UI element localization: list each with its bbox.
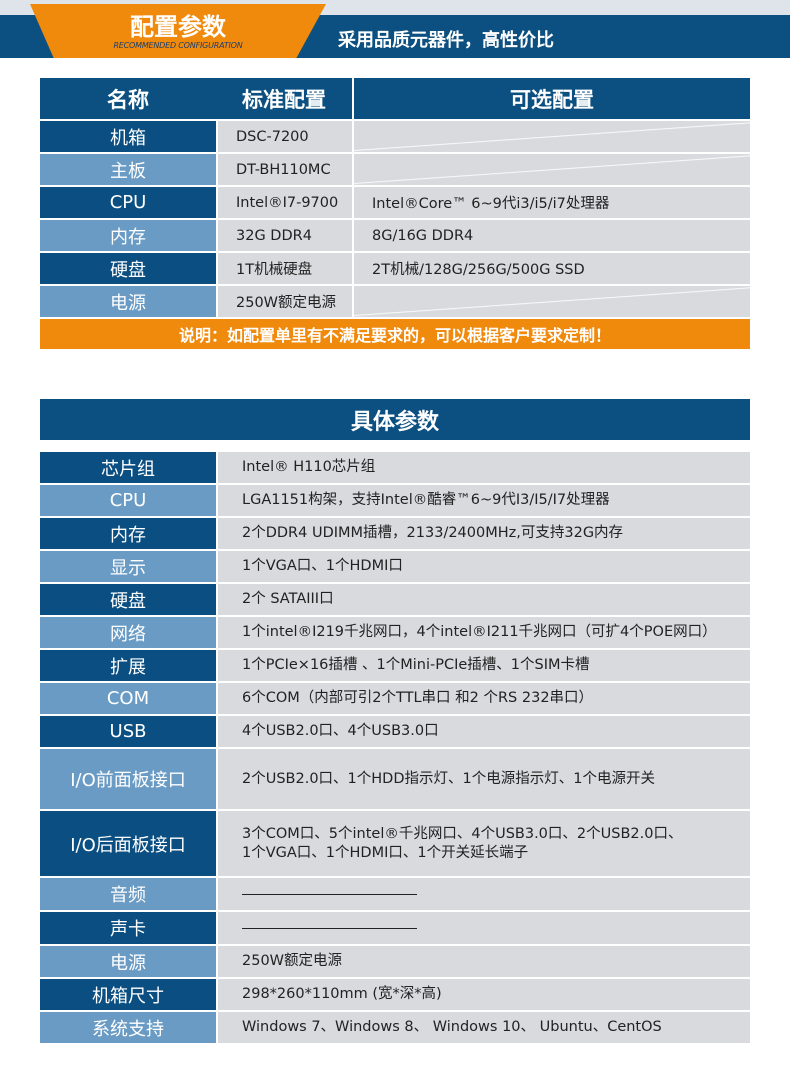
config-row: 机箱 DSC-7200 bbox=[40, 119, 750, 152]
header-optional: 可选配置 bbox=[352, 78, 750, 119]
spec-value bbox=[216, 878, 750, 910]
spec-row: COM 6个COM（内部可引2个TTL串口 和2 个RS 232串口） bbox=[40, 681, 750, 714]
spec-name: 机箱尺寸 bbox=[40, 979, 216, 1010]
spec-value: 2个DDR4 UDIMM插槽，2133/2400MHz,可支持32G内存 bbox=[216, 518, 750, 549]
row-optional: Intel®Core™ 6~9代i3/i5/i7处理器 bbox=[352, 187, 750, 218]
spec-row: 系统支持 Windows 7、Windows 8、 Windows 10、 Ubu… bbox=[40, 1010, 750, 1043]
spec-value: Intel® H110芯片组 bbox=[216, 452, 750, 483]
spec-name: 硬盘 bbox=[40, 584, 216, 615]
row-optional bbox=[352, 286, 750, 317]
spec-row: I/O前面板接口 2个USB2.0口、1个HDD指示灯、1个电源指示灯、1个电源开… bbox=[40, 747, 750, 809]
spec-name: 音频 bbox=[40, 878, 216, 910]
spec-row: 网络 1个intel®I219千兆网口，4个intel®I211千兆网口（可扩4个… bbox=[40, 615, 750, 648]
row-name: 主板 bbox=[40, 154, 216, 185]
header-standard: 标准配置 bbox=[242, 87, 326, 112]
row-standard: 1T机械硬盘 bbox=[216, 253, 352, 284]
spec-row: USB 4个USB2.0口、4个USB3.0口 bbox=[40, 714, 750, 747]
spec-value: 4个USB2.0口、4个USB3.0口 bbox=[216, 716, 750, 747]
config-row: 电源 250W额定电源 bbox=[40, 284, 750, 317]
row-name: CPU bbox=[40, 187, 216, 218]
spec-row: 机箱尺寸 298*260*110mm (宽*深*高) bbox=[40, 977, 750, 1010]
spec-value: LGA1151构架，支持Intel®酷睿™6~9代I3/I5/I7处理器 bbox=[216, 485, 750, 516]
config-row: CPU Intel®I7-9700 Intel®Core™ 6~9代i3/i5/i7… bbox=[40, 185, 750, 218]
spec-name: I/O前面板接口 bbox=[40, 749, 216, 809]
row-standard: DT-BH110MC bbox=[216, 154, 352, 185]
spec-name: 声卡 bbox=[40, 912, 216, 944]
banner-subtitle: RECOMMENDED CONFIGURATION bbox=[113, 41, 243, 50]
spec-value: 6个COM（内部可引2个TTL串口 和2 个RS 232串口） bbox=[216, 683, 750, 714]
spec-row: 内存 2个DDR4 UDIMM插槽，2133/2400MHz,可支持32G内存 bbox=[40, 516, 750, 549]
row-standard: 250W额定电源 bbox=[216, 286, 352, 317]
spec-name: 芯片组 bbox=[40, 452, 216, 483]
spec-name: 内存 bbox=[40, 518, 216, 549]
spec-row: 音频 bbox=[40, 876, 750, 910]
row-name: 内存 bbox=[40, 220, 216, 251]
spec-value: 3个COM口、5个intel®千兆网口、4个USB3.0口、2个USB2.0口、… bbox=[216, 811, 750, 876]
spec-value: 1个VGA口、1个HDMI口 bbox=[216, 551, 750, 582]
spec-name: I/O后面板接口 bbox=[40, 811, 216, 876]
spec-value bbox=[216, 912, 750, 944]
spec-name: 显示 bbox=[40, 551, 216, 582]
empty-dash-line bbox=[242, 893, 417, 895]
config-row: 硬盘 1T机械硬盘 2T机械/128G/256G/500G SSD bbox=[40, 251, 750, 284]
spec-row: 芯片组 Intel® H110芯片组 bbox=[40, 450, 750, 483]
specs-title: 具体参数 bbox=[40, 399, 750, 440]
spec-name: 网络 bbox=[40, 617, 216, 648]
config-note: 说明：如配置单里有不满足要求的，可以根据客户要求定制！ bbox=[40, 317, 750, 349]
spec-name: CPU bbox=[40, 485, 216, 516]
spec-name: 电源 bbox=[40, 946, 216, 977]
spec-row: 电源 250W额定电源 bbox=[40, 944, 750, 977]
row-standard: 32G DDR4 bbox=[216, 220, 352, 251]
spec-row: 声卡 bbox=[40, 910, 750, 944]
spec-name: 扩展 bbox=[40, 650, 216, 681]
spec-row: I/O后面板接口 3个COM口、5个intel®千兆网口、4个USB3.0口、2个… bbox=[40, 809, 750, 876]
spec-name: USB bbox=[40, 716, 216, 747]
spec-row: 硬盘 2个 SATAIII口 bbox=[40, 582, 750, 615]
row-optional bbox=[352, 121, 750, 152]
specs-table: 芯片组 Intel® H110芯片组 CPU LGA1151构架，支持Intel®酷睿… bbox=[40, 450, 750, 1043]
row-standard: Intel®I7-9700 bbox=[216, 187, 352, 218]
spec-value: Windows 7、Windows 8、 Windows 10、 Ubuntu、… bbox=[216, 1012, 750, 1043]
header-name: 名称 bbox=[107, 87, 149, 112]
row-name: 机箱 bbox=[40, 121, 216, 152]
spec-row: CPU LGA1151构架，支持Intel®酷睿™6~9代I3/I5/I7处理器 bbox=[40, 483, 750, 516]
row-optional bbox=[352, 154, 750, 185]
spec-name: 系统支持 bbox=[40, 1012, 216, 1043]
banner-title: 配置参数 bbox=[130, 13, 226, 41]
spec-value: 1个intel®I219千兆网口，4个intel®I211千兆网口（可扩4个PO… bbox=[216, 617, 750, 648]
empty-dash-line bbox=[242, 927, 417, 929]
row-name: 电源 bbox=[40, 286, 216, 317]
row-optional: 2T机械/128G/256G/500G SSD bbox=[352, 253, 750, 284]
banner-title-badge: 配置参数 RECOMMENDED CONFIGURATION bbox=[30, 4, 326, 58]
banner-slogan: 采用品质元器件，高性价比 bbox=[338, 30, 554, 51]
spec-value: 298*260*110mm (宽*深*高) bbox=[216, 979, 750, 1010]
config-row: 主板 DT-BH110MC bbox=[40, 152, 750, 185]
spec-value: 2个 SATAIII口 bbox=[216, 584, 750, 615]
config-table: 名称 标准配置 可选配置 机箱 DSC-7200 主板 DT-BH110MC CPU In… bbox=[40, 78, 750, 349]
spec-row: 显示 1个VGA口、1个HDMI口 bbox=[40, 549, 750, 582]
spec-row: 扩展 1个PCIe×16插槽 、1个Mini-PCIe插槽、1个SIM卡槽 bbox=[40, 648, 750, 681]
config-header-row: 名称 标准配置 可选配置 bbox=[40, 78, 750, 119]
config-row: 内存 32G DDR4 8G/16G DDR4 bbox=[40, 218, 750, 251]
row-standard: DSC-7200 bbox=[216, 121, 352, 152]
spec-value: 250W额定电源 bbox=[216, 946, 750, 977]
spec-name: COM bbox=[40, 683, 216, 714]
spec-value: 1个PCIe×16插槽 、1个Mini-PCIe插槽、1个SIM卡槽 bbox=[216, 650, 750, 681]
row-optional: 8G/16G DDR4 bbox=[352, 220, 750, 251]
row-name: 硬盘 bbox=[40, 253, 216, 284]
spec-value: 2个USB2.0口、1个HDD指示灯、1个电源指示灯、1个电源开关 bbox=[216, 749, 750, 809]
